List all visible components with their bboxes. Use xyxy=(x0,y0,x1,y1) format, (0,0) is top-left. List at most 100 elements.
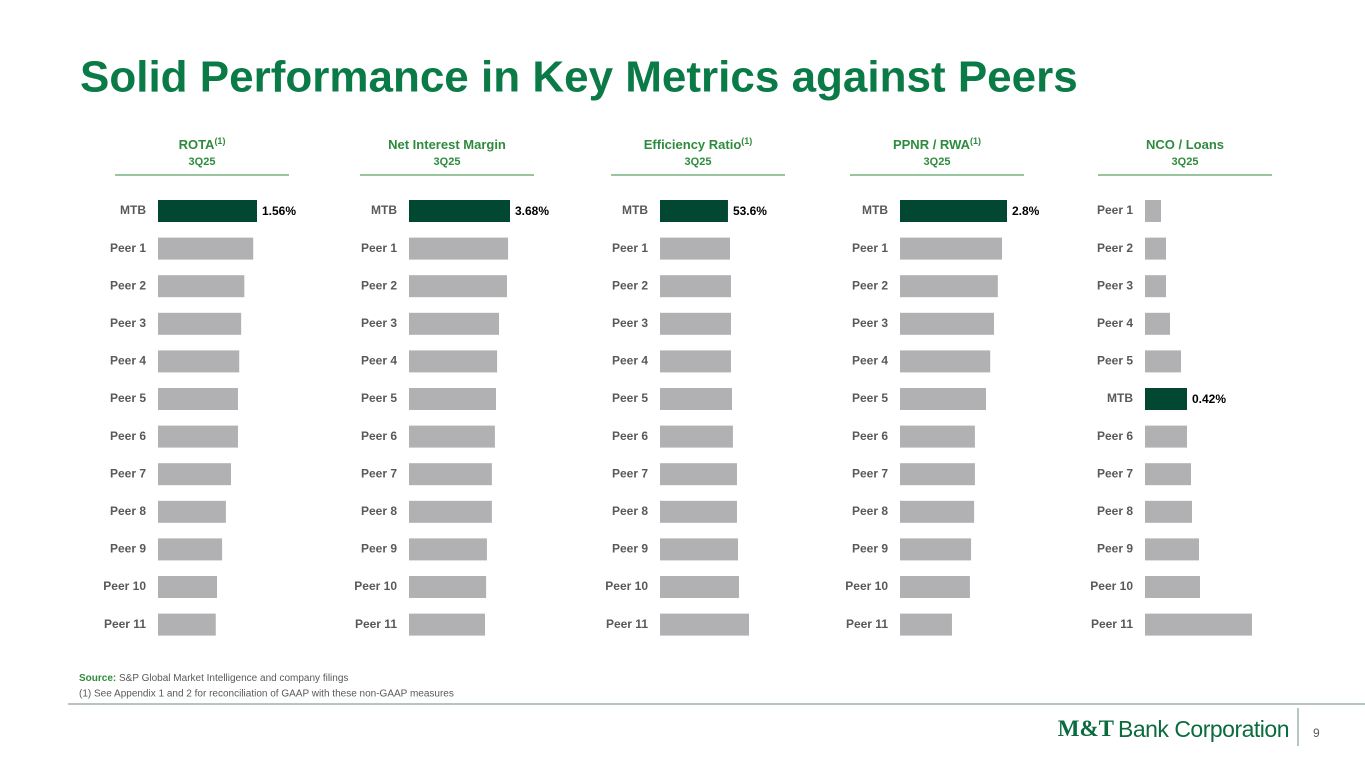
bar xyxy=(900,200,1007,222)
bar xyxy=(660,237,730,260)
chart-subtitle: 3Q25 xyxy=(189,156,216,168)
page-number: 9 xyxy=(1313,726,1320,740)
category-label: Peer 8 xyxy=(1097,504,1133,518)
source-label: Source: xyxy=(79,673,116,684)
category-label: Peer 9 xyxy=(612,542,648,556)
category-label: Peer 11 xyxy=(355,617,397,631)
footnote: (1) See Appendix 1 and 2 for reconciliat… xyxy=(79,689,454,700)
category-label: Peer 1 xyxy=(110,241,146,255)
category-label: Peer 7 xyxy=(612,466,648,480)
bar xyxy=(1145,312,1170,335)
category-label: Peer 2 xyxy=(1097,241,1133,255)
chart-subtitle: 3Q25 xyxy=(685,156,712,168)
bar xyxy=(660,388,733,410)
category-label: Peer 7 xyxy=(361,466,397,480)
category-label: Peer 10 xyxy=(1090,579,1133,593)
bar xyxy=(409,500,492,523)
value-label: 3.68% xyxy=(515,204,549,218)
chart-title: ROTA(1) xyxy=(179,136,226,152)
chart-subtitle: 3Q25 xyxy=(924,156,951,168)
category-label: Peer 10 xyxy=(845,579,888,593)
chart-title: Efficiency Ratio(1) xyxy=(644,136,753,152)
bar xyxy=(1145,576,1200,598)
bar xyxy=(158,613,216,636)
category-label: Peer 7 xyxy=(1097,466,1133,480)
bar xyxy=(900,275,998,298)
logo: M&T Bank Corporation xyxy=(1058,716,1289,742)
category-label: Peer 3 xyxy=(1097,278,1133,292)
slide-title: Solid Performance in Key Metrics against… xyxy=(80,53,1078,102)
category-label: Peer 1 xyxy=(1097,203,1133,217)
category-label: Peer 10 xyxy=(103,579,146,593)
category-label: MTB xyxy=(862,203,888,217)
category-label: Peer 11 xyxy=(846,617,888,631)
bar xyxy=(900,350,991,373)
bar xyxy=(900,237,1003,260)
bar xyxy=(1145,388,1187,410)
value-label: 53.6% xyxy=(733,204,767,218)
bar xyxy=(158,312,242,335)
bar xyxy=(158,538,223,561)
bar xyxy=(660,200,728,222)
bar xyxy=(158,200,257,222)
bar xyxy=(1145,463,1191,486)
category-label: Peer 6 xyxy=(852,429,888,443)
bar xyxy=(409,388,497,410)
bar xyxy=(409,613,486,636)
bar xyxy=(660,538,738,561)
bar xyxy=(900,463,975,486)
category-label: Peer 2 xyxy=(852,278,888,292)
category-label: MTB xyxy=(120,203,146,217)
chart-title: NCO / Loans xyxy=(1146,137,1224,152)
category-label: Peer 5 xyxy=(852,391,888,405)
bar xyxy=(900,576,970,598)
value-label: 1.56% xyxy=(262,204,296,218)
category-label: Peer 11 xyxy=(104,617,146,631)
category-label: Peer 10 xyxy=(605,579,648,593)
category-label: MTB xyxy=(371,203,397,217)
category-label: Peer 2 xyxy=(361,278,397,292)
category-label: Peer 4 xyxy=(852,354,888,368)
bar xyxy=(409,237,509,260)
bar xyxy=(1145,538,1199,561)
category-label: Peer 3 xyxy=(612,316,648,330)
chart-title-sup: (1) xyxy=(741,136,752,146)
bar xyxy=(158,576,218,598)
chart-title-text: Efficiency Ratio xyxy=(644,137,742,152)
category-label: Peer 1 xyxy=(612,241,648,255)
category-label: Peer 4 xyxy=(1097,316,1133,330)
category-label: Peer 9 xyxy=(1097,542,1133,556)
category-label: Peer 8 xyxy=(612,504,648,518)
bar xyxy=(900,312,995,335)
bar xyxy=(409,200,510,222)
bar xyxy=(409,425,495,448)
bar xyxy=(900,425,975,448)
category-label: Peer 1 xyxy=(361,241,397,255)
bar xyxy=(409,275,507,298)
category-label: Peer 3 xyxy=(361,316,397,330)
category-label: Peer 11 xyxy=(606,617,648,631)
bar xyxy=(158,275,245,298)
category-label: Peer 8 xyxy=(852,504,888,518)
category-label: Peer 5 xyxy=(612,391,648,405)
chart-subtitle: 3Q25 xyxy=(1172,156,1199,168)
chart-title-sup: (1) xyxy=(970,136,981,146)
bar xyxy=(660,613,749,636)
bar xyxy=(409,538,487,561)
value-label: 0.42% xyxy=(1192,392,1226,406)
bar xyxy=(660,312,731,335)
bar xyxy=(1145,200,1161,222)
bar xyxy=(1145,275,1166,298)
bar xyxy=(1145,500,1192,523)
bar xyxy=(158,388,238,410)
bar xyxy=(1145,425,1187,448)
bar xyxy=(158,425,238,448)
bar xyxy=(660,500,737,523)
value-label: 2.8% xyxy=(1012,204,1040,218)
category-label: Peer 6 xyxy=(361,429,397,443)
bar xyxy=(158,463,231,486)
logo-text: Bank Corporation xyxy=(1118,716,1289,742)
category-label: Peer 7 xyxy=(852,466,888,480)
category-label: Peer 2 xyxy=(612,278,648,292)
